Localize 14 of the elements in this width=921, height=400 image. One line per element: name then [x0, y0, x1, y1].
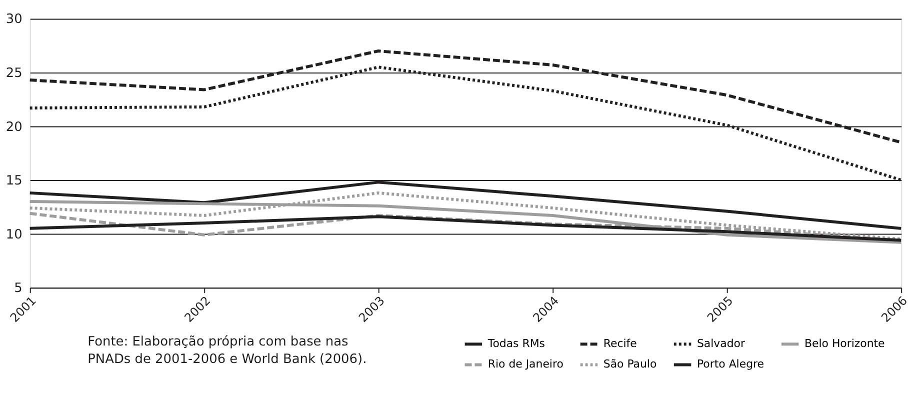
y-tick-label: 25 — [6, 66, 22, 81]
legend-label: Salvador — [696, 337, 746, 350]
legend-label: Porto Alegre — [696, 358, 764, 371]
y-tick-label: 15 — [6, 174, 22, 189]
y-tick-label: 5 — [14, 281, 22, 296]
y-tick-label: 20 — [6, 120, 22, 135]
legend-label: Rio de Janeiro — [488, 358, 564, 371]
legend-label: Belo Horizonte — [804, 337, 886, 350]
legend-label: Recife — [603, 337, 638, 350]
source-note: Fonte: Elaboração própria com base nas PNADs de 2001-2006 e World Bank (2006). — [88, 334, 367, 368]
legend-label: São Paulo — [603, 358, 657, 371]
legend-label: Todas RMs — [486, 337, 546, 350]
y-tick-label: 10 — [6, 227, 22, 242]
y-tick-label: 30 — [6, 12, 22, 28]
